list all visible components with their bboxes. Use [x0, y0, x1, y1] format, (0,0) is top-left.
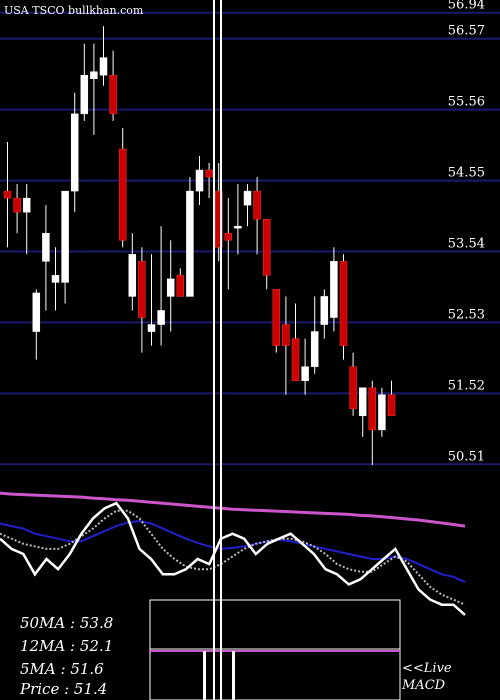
bear-candle: [291, 338, 300, 381]
bear-candle: [205, 169, 213, 178]
bull-candle: [330, 261, 338, 318]
macd-label-line1: <<Live: [402, 661, 452, 676]
bear-candle: [368, 387, 377, 431]
macd-histogram-bar: [203, 651, 206, 700]
bull-candle: [80, 74, 89, 115]
bull-candle: [22, 197, 31, 213]
y-tick-label: 56.57: [448, 24, 485, 39]
bull-candle: [166, 278, 175, 297]
source-label: USA TSCO bullkhan.com: [4, 4, 144, 17]
bear-candle: [272, 289, 281, 346]
ma-line-price: [0, 501, 466, 616]
y-tick-label: 56.94: [448, 0, 485, 13]
bull-candle: [70, 113, 79, 192]
bear-candle: [3, 190, 12, 199]
bull-candle: [378, 394, 386, 431]
bull-candle: [186, 190, 194, 297]
bull-candle: [157, 310, 165, 325]
bull-candle: [42, 232, 50, 262]
current-marker: [213, 0, 222, 700]
ma-line-5ma: [0, 509, 466, 606]
bull-candle: [147, 324, 156, 332]
bull-candle: [51, 275, 60, 283]
macd-panel: [149, 599, 401, 700]
bull-candle: [90, 71, 98, 79]
y-tick-label: 50.51: [448, 449, 485, 464]
bear-candle: [214, 190, 223, 248]
bull-candle: [243, 190, 252, 206]
moving-average-panel: [0, 491, 466, 616]
bear-candle: [253, 190, 261, 220]
ma-line-50ma: [0, 491, 466, 528]
ma5-legend: 5MA : 51.6: [20, 660, 104, 678]
bear-candle: [349, 366, 357, 410]
y-tick-label: 54.55: [448, 166, 485, 181]
bear-candle: [13, 197, 21, 213]
bull-candle: [128, 254, 137, 297]
y-tick-label: 53.54: [448, 236, 485, 251]
bear-candle: [109, 74, 117, 115]
bear-candle: [118, 148, 127, 241]
bull-candle: [99, 57, 108, 76]
bear-candle: [282, 324, 290, 346]
bull-candle: [301, 366, 309, 381]
price-legend: Price : 51.4: [20, 680, 108, 698]
bear-candle: [138, 261, 146, 318]
bear-candle: [176, 275, 185, 297]
bull-candle: [358, 387, 367, 417]
bear-candle: [339, 261, 348, 346]
ma12-legend: 12MA : 52.1: [20, 637, 114, 655]
y-tick-label: 52.53: [448, 307, 485, 322]
bull-candle: [195, 169, 204, 192]
price-gridlines: [0, 11, 500, 466]
macd-histogram-bar: [232, 651, 235, 700]
ma50-legend: 50MA : 53.8: [20, 614, 114, 632]
bear-candle: [224, 232, 233, 241]
bull-candle: [32, 292, 41, 332]
candlesticks: [3, 26, 396, 465]
bull-candle: [320, 296, 329, 325]
y-tick-label: 55.56: [448, 95, 485, 110]
bull-candle: [61, 190, 69, 283]
bear-candle: [262, 218, 271, 276]
y-tick-label: 51.52: [448, 378, 485, 393]
macd-label-line2: MACD: [402, 678, 446, 693]
bear-candle: [387, 394, 396, 417]
macd-label: <<Live MACD: [402, 660, 452, 694]
price-axis-ticks: 56.94 56.57 55.56 54.55 53.54 52.53 51.52 50.51: [448, 0, 485, 464]
bull-candle: [310, 331, 319, 367]
bull-candle: [234, 225, 242, 229]
ma-line-12ma: [0, 519, 466, 583]
